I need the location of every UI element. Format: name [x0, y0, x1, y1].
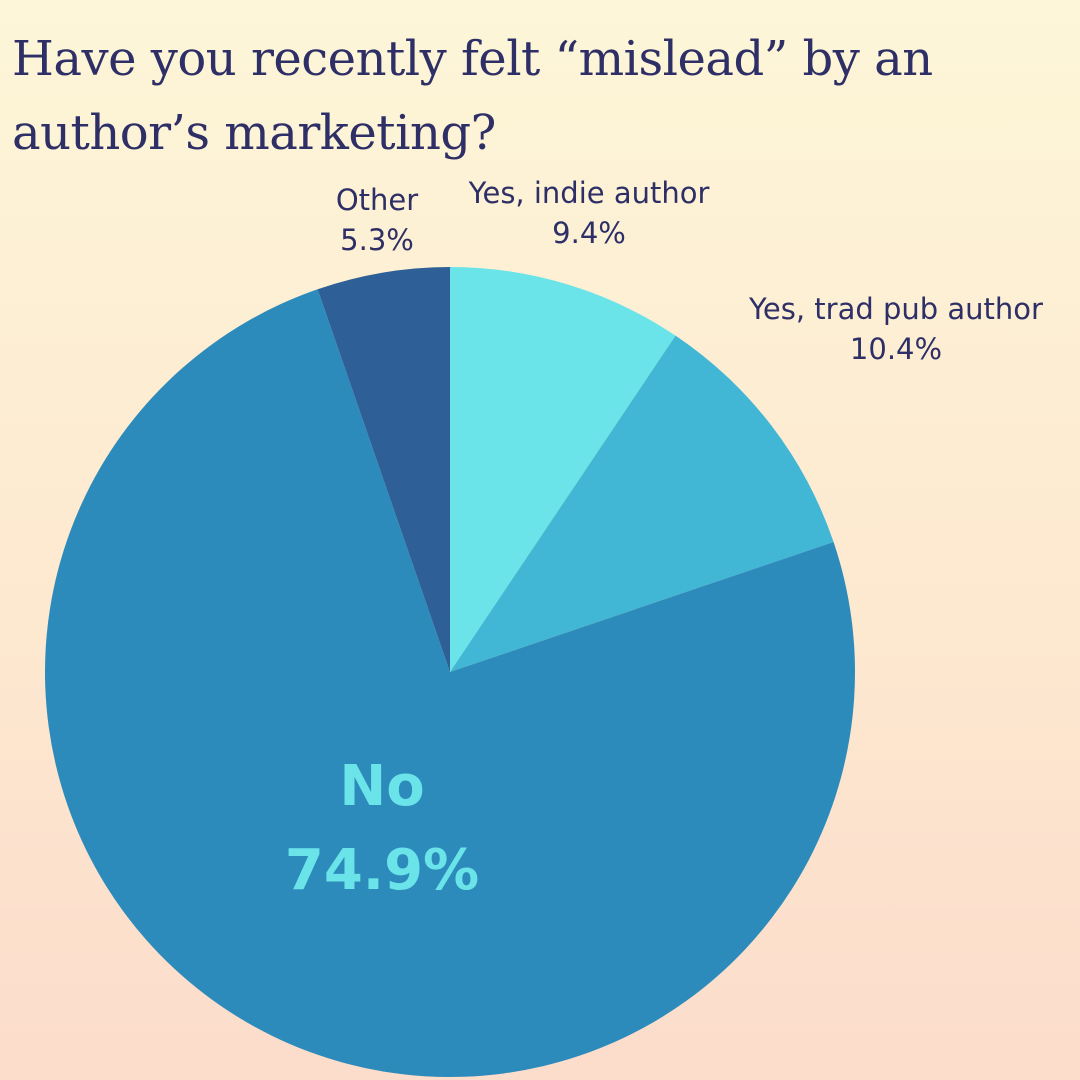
pie-slice-yes-indie-author: [450, 267, 676, 672]
slice-label-yes-trad-pub-author: Yes, trad pub author: [748, 292, 1043, 326]
slice-label-other: Other: [336, 183, 418, 217]
slice-value-other: 5.3%: [340, 223, 414, 257]
slice-value-yes-indie-author: 9.4%: [552, 216, 626, 250]
slice-value-no: 74.9%: [285, 838, 479, 903]
slice-label-yes-indie-author: Yes, indie author: [468, 176, 710, 210]
pie-labels: Yes, indie author 9.4% Yes, trad pub autho…: [285, 176, 1043, 903]
chart-title: Have you recently felt “mislead” by an a…: [12, 31, 933, 161]
pie-slice-yes-trad-pub-author: [450, 335, 834, 672]
pie-slice-no: [44, 289, 855, 1078]
pie-slices: [44, 267, 855, 1078]
slice-label-no: No: [339, 754, 424, 819]
slice-value-yes-trad-pub-author: 10.4%: [850, 332, 942, 366]
pie-slice-other: [317, 267, 450, 672]
